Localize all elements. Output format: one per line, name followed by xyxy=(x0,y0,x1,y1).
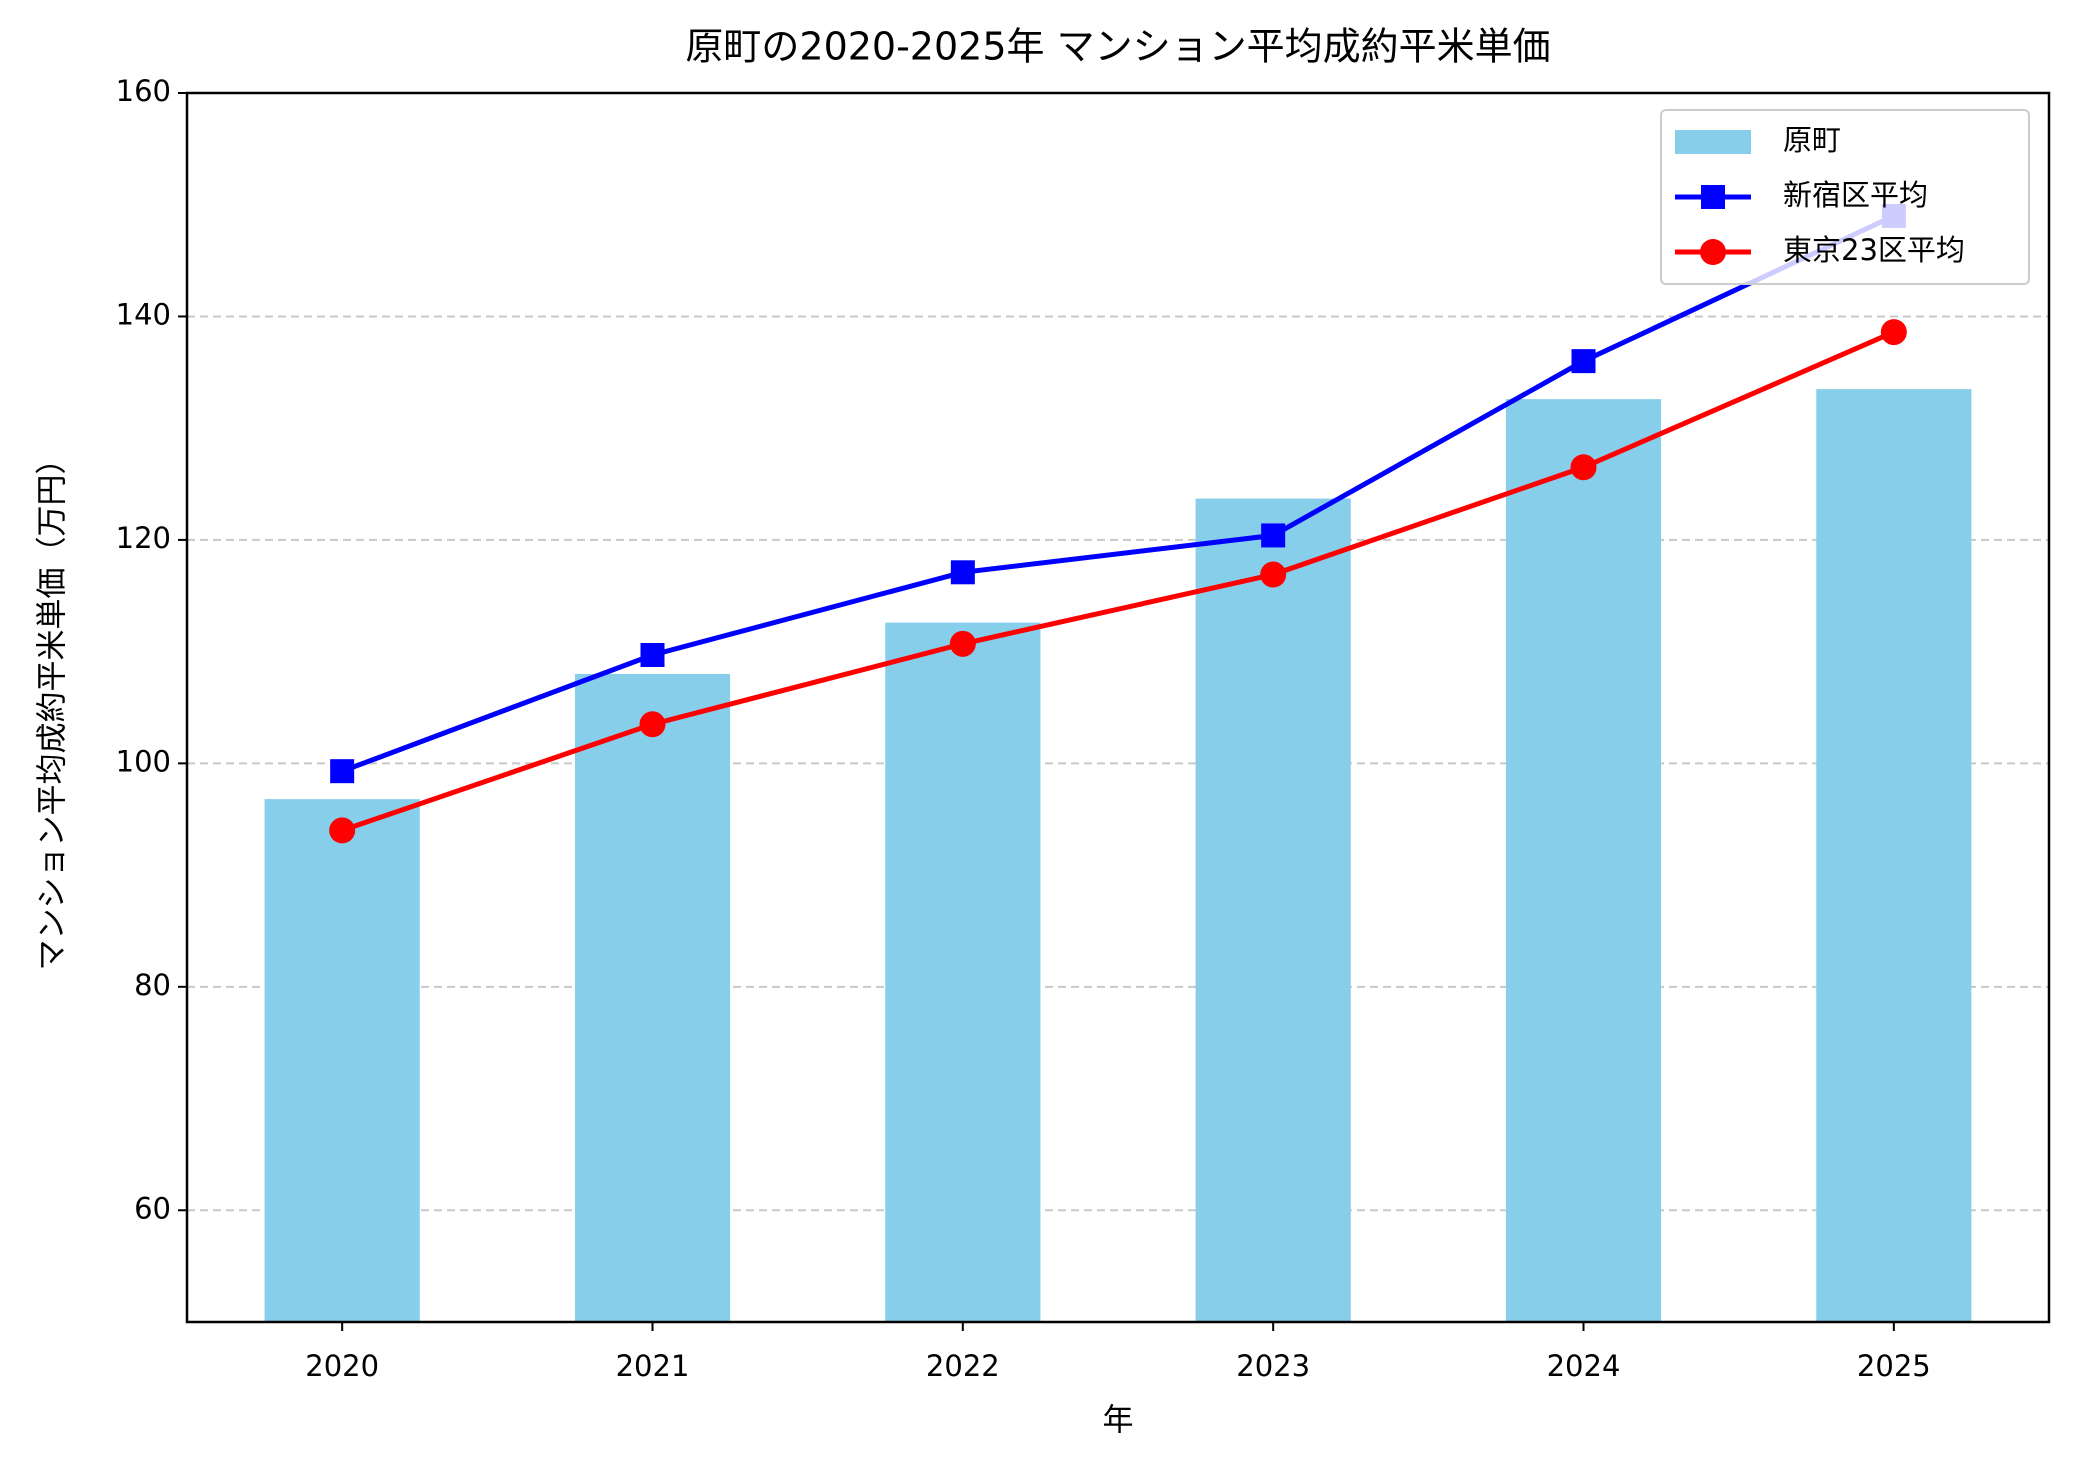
y-tick-label: 100 xyxy=(116,744,171,778)
bar xyxy=(885,622,1041,1322)
bar xyxy=(1505,399,1662,1323)
x-axis-label: 年 xyxy=(1103,1403,1134,1439)
legend-marker xyxy=(1700,239,1726,265)
marker xyxy=(640,642,665,667)
legend-label: 原町 xyxy=(1783,123,1841,157)
x-tick-label: 2021 xyxy=(616,1349,690,1383)
y-tick-label: 120 xyxy=(116,521,171,555)
marker xyxy=(1260,561,1287,588)
y-tick-label: 160 xyxy=(116,74,171,108)
legend-marker xyxy=(1701,185,1725,209)
legend-label: 新宿区平均 xyxy=(1783,178,1928,212)
axes-frame xyxy=(185,91,2051,1324)
y-tick-label: 140 xyxy=(116,297,171,331)
x-tick-label: 2022 xyxy=(926,1349,1000,1383)
y-tick-label: 60 xyxy=(134,1191,171,1225)
bar xyxy=(1195,498,1351,1322)
marker xyxy=(1880,319,1907,346)
marker xyxy=(950,560,975,585)
marker xyxy=(639,711,666,738)
bar xyxy=(1816,389,1972,1322)
legend-swatch xyxy=(1675,130,1751,154)
x-tick-label: 2020 xyxy=(305,1349,379,1383)
marker xyxy=(949,630,976,657)
y-tick-label: 80 xyxy=(134,968,171,1002)
marker xyxy=(1571,349,1596,374)
x-tick-label: 2025 xyxy=(1857,1349,1931,1383)
line xyxy=(341,213,1895,774)
marker xyxy=(1261,523,1286,548)
x-tick-label: 2024 xyxy=(1547,1349,1621,1383)
y-axis-label: マンション平均成約平米単価（万円） xyxy=(35,444,71,971)
legend-label: 東京23区平均 xyxy=(1783,233,1965,267)
marker xyxy=(330,759,355,784)
bar xyxy=(574,673,731,1322)
x-tick-label: 2023 xyxy=(1236,1349,1310,1383)
legend-box xyxy=(1660,109,2030,285)
marker xyxy=(1570,454,1597,481)
bar xyxy=(264,799,420,1322)
line xyxy=(341,329,1895,833)
chart-title: 原町の2020-2025年 マンション平均成約平米単価 xyxy=(685,25,1550,69)
marker xyxy=(329,817,356,844)
